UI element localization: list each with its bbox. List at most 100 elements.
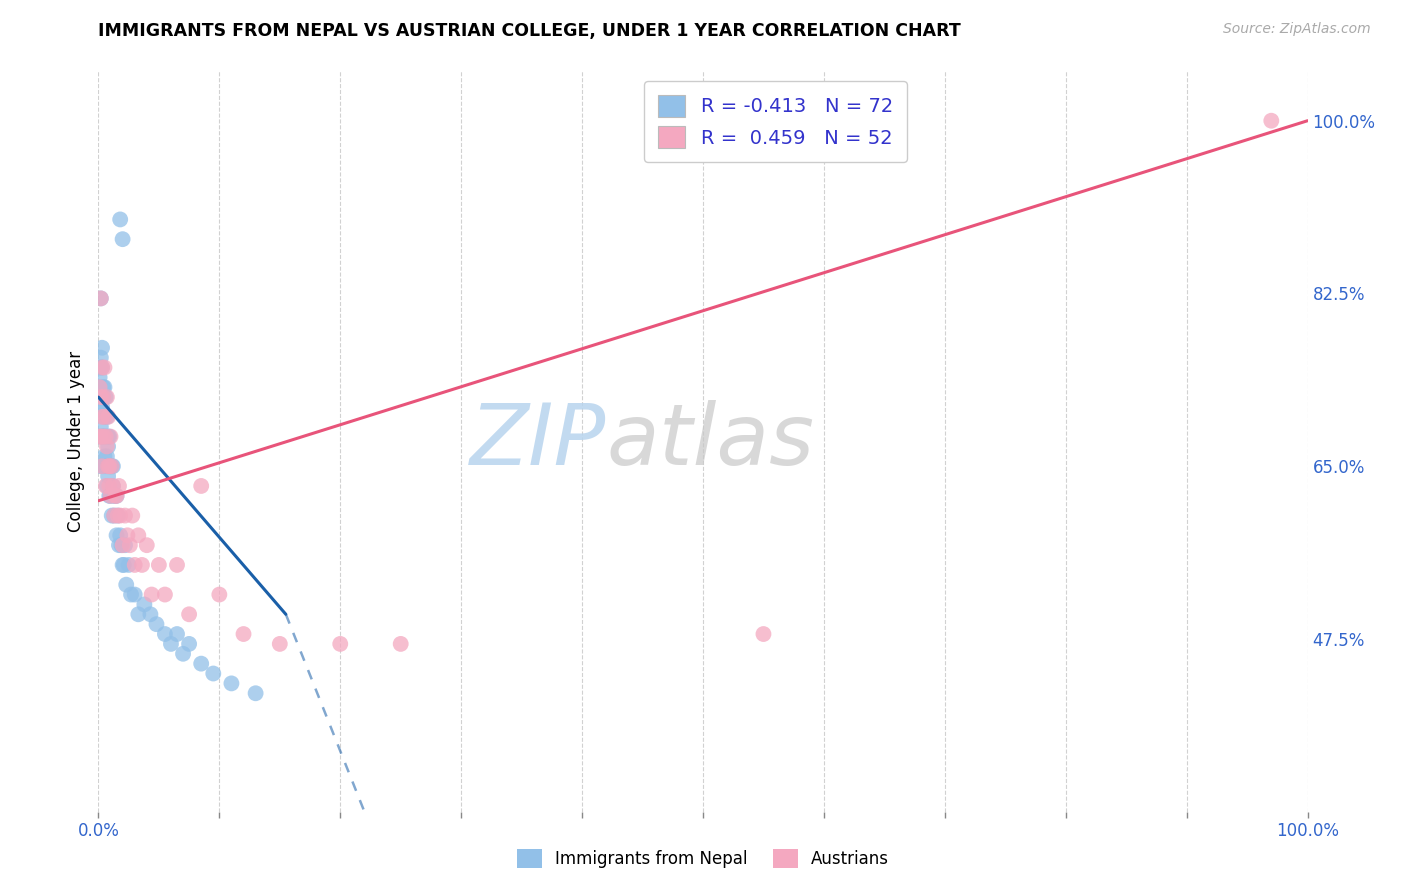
Point	[90, 360, 112, 375]
Point	[111, 538, 134, 552]
Point	[90, 292, 112, 306]
Point	[90, 351, 112, 365]
Point	[105, 489, 128, 503]
Point	[190, 657, 212, 671]
Point	[111, 558, 134, 572]
Point	[96, 450, 118, 464]
Point	[208, 588, 231, 602]
Point	[100, 459, 122, 474]
Point	[135, 538, 157, 552]
Point	[89, 429, 111, 443]
Point	[101, 459, 124, 474]
Point	[111, 232, 134, 246]
Point	[108, 508, 131, 523]
Point	[93, 360, 115, 375]
Point	[153, 627, 176, 641]
Point	[190, 479, 212, 493]
Point	[107, 508, 129, 523]
Point	[108, 528, 131, 542]
Point	[89, 380, 111, 394]
Point	[105, 489, 128, 503]
Point	[91, 360, 114, 375]
Point	[91, 360, 114, 375]
Point	[166, 627, 188, 641]
Point	[232, 627, 254, 641]
Point	[100, 489, 122, 503]
Point	[148, 558, 170, 572]
Point	[94, 479, 117, 493]
Point	[91, 400, 114, 414]
Point	[134, 598, 156, 612]
Point	[89, 370, 111, 384]
Point	[94, 429, 117, 443]
Point	[124, 558, 146, 572]
Point	[94, 429, 117, 443]
Point	[121, 508, 143, 523]
Point	[100, 459, 122, 474]
Point	[114, 538, 136, 552]
Point	[91, 390, 114, 404]
Point	[245, 686, 267, 700]
Point	[89, 429, 111, 443]
Point	[117, 528, 139, 542]
Point	[91, 459, 114, 474]
Point	[96, 479, 118, 493]
Point	[91, 409, 114, 424]
Point	[93, 380, 115, 394]
Point	[90, 429, 112, 443]
Point	[91, 429, 114, 443]
Point	[329, 637, 352, 651]
Point	[389, 637, 412, 651]
Text: IMMIGRANTS FROM NEPAL VS AUSTRIAN COLLEGE, UNDER 1 YEAR CORRELATION CHART: IMMIGRANTS FROM NEPAL VS AUSTRIAN COLLEG…	[98, 22, 962, 40]
Point	[127, 607, 149, 622]
Point	[179, 637, 201, 651]
Point	[141, 588, 163, 602]
Point	[108, 212, 131, 227]
Point	[91, 341, 114, 355]
Point	[110, 538, 132, 552]
Point	[221, 676, 243, 690]
Point	[114, 508, 136, 523]
Text: Source: ZipAtlas.com: Source: ZipAtlas.com	[1223, 22, 1371, 37]
Point	[90, 390, 112, 404]
Legend: Immigrants from Nepal, Austrians: Immigrants from Nepal, Austrians	[510, 842, 896, 875]
Point	[103, 508, 125, 523]
Point	[160, 637, 183, 651]
Point	[100, 508, 122, 523]
Point	[101, 479, 124, 493]
Point	[118, 558, 141, 572]
Point	[97, 409, 120, 424]
Point	[269, 637, 291, 651]
Point	[179, 607, 201, 622]
Point	[96, 390, 118, 404]
Point	[97, 459, 120, 474]
Point	[166, 558, 188, 572]
Point	[100, 459, 122, 474]
Point	[89, 400, 111, 414]
Point	[91, 429, 114, 443]
Point	[100, 429, 122, 443]
Point	[752, 627, 775, 641]
Point	[108, 538, 131, 552]
Point	[91, 459, 114, 474]
Point	[107, 508, 129, 523]
Point	[131, 558, 153, 572]
Point	[94, 459, 117, 474]
Point	[90, 390, 112, 404]
Point	[118, 538, 141, 552]
Point	[108, 479, 131, 493]
Point	[100, 489, 122, 503]
Point	[139, 607, 162, 622]
Point	[101, 479, 124, 493]
Point	[89, 380, 111, 394]
Point	[127, 528, 149, 542]
Text: ZIP: ZIP	[470, 400, 606, 483]
Point	[115, 577, 138, 591]
Point	[93, 409, 115, 424]
Point	[93, 450, 115, 464]
Point	[104, 489, 127, 503]
Point	[90, 459, 112, 474]
Point	[93, 409, 115, 424]
Point	[98, 459, 121, 474]
Point	[91, 429, 114, 443]
